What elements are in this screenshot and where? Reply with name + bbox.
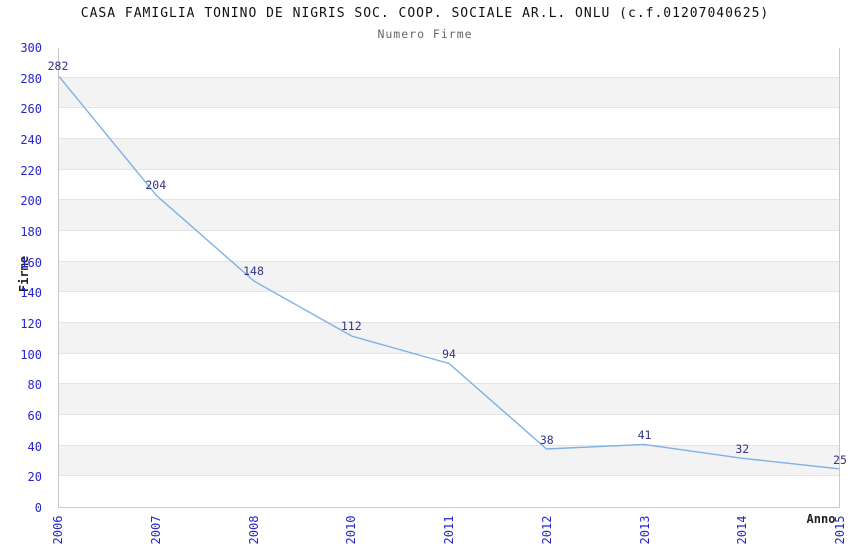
x-tick-label: 2008	[246, 515, 261, 545]
y-tick-label: 300	[20, 41, 42, 55]
plot-band	[59, 77, 839, 109]
y-tick-label: 100	[20, 347, 42, 362]
data-point-label: 38	[539, 432, 554, 447]
gridline	[59, 475, 839, 477]
gridline	[59, 352, 839, 354]
y-tick-label: 140	[20, 286, 42, 301]
plot-band	[59, 200, 839, 231]
plot-band	[59, 323, 839, 354]
plot-band	[59, 139, 839, 170]
gridline	[59, 138, 839, 139]
plot-band	[59, 231, 839, 262]
gridline	[59, 76, 839, 78]
y-tick-label: 0	[34, 501, 42, 515]
y-tick-label: 280	[20, 71, 42, 86]
x-tick-label: 2015	[833, 515, 847, 545]
data-point-label: 204	[145, 178, 167, 193]
gridline	[59, 414, 839, 415]
plot-band	[59, 353, 839, 385]
x-tick-label: 2010	[344, 515, 359, 545]
plot-band	[59, 384, 839, 415]
x-tick-label: 2014	[735, 515, 750, 545]
data-point-label: 94	[442, 346, 456, 361]
gridline	[59, 230, 839, 231]
data-point-label: 41	[637, 428, 652, 443]
y-tick-label: 200	[20, 194, 42, 209]
data-point-label: 32	[735, 441, 750, 456]
plot-area	[58, 47, 840, 508]
y-tick-label: 120	[20, 317, 42, 331]
x-tick-label: 2013	[637, 515, 652, 545]
gridline	[59, 168, 839, 170]
x-tick-label: 2011	[442, 515, 456, 545]
x-tick-label: 2007	[148, 515, 163, 545]
series-line	[58, 76, 840, 470]
plot-band	[59, 292, 839, 323]
plot-band	[59, 476, 839, 507]
y-tick-label: 40	[27, 439, 42, 454]
plot-band	[59, 415, 839, 446]
series-polyline	[58, 76, 840, 470]
plot-band	[59, 169, 839, 201]
y-tick-label: 60	[27, 409, 42, 423]
plot-band	[59, 47, 839, 78]
chart-title: CASA FAMIGLIA TONINO DE NIGRIS SOC. COOP…	[80, 6, 770, 21]
y-tick-label: 80	[27, 378, 42, 393]
data-point-label: 112	[340, 319, 362, 334]
gridline	[59, 444, 839, 446]
gridline	[59, 260, 839, 262]
data-point-label: 282	[47, 58, 69, 73]
y-tick-label: 20	[27, 470, 42, 485]
plot-band	[59, 445, 839, 477]
y-tick-label: 260	[20, 102, 42, 117]
plot-band	[59, 108, 839, 139]
gridline	[59, 199, 839, 201]
x-tick-label: 2012	[539, 515, 554, 545]
gridline	[59, 107, 839, 109]
plot-band	[59, 261, 839, 293]
y-tick-label: 220	[20, 163, 42, 178]
x-axis-title: Anno	[806, 512, 836, 526]
y-tick-label: 180	[20, 225, 42, 239]
y-tick-label: 160	[20, 255, 42, 270]
y-tick-label: 240	[20, 133, 42, 147]
gridline	[59, 383, 839, 385]
x-tick-label: 2006	[51, 515, 65, 545]
gridline	[59, 322, 839, 323]
data-point-label: 148	[243, 264, 264, 279]
chart-subtitle: Numero Firme	[377, 27, 473, 41]
gridline	[59, 291, 839, 293]
data-point-label: 25	[833, 452, 847, 467]
